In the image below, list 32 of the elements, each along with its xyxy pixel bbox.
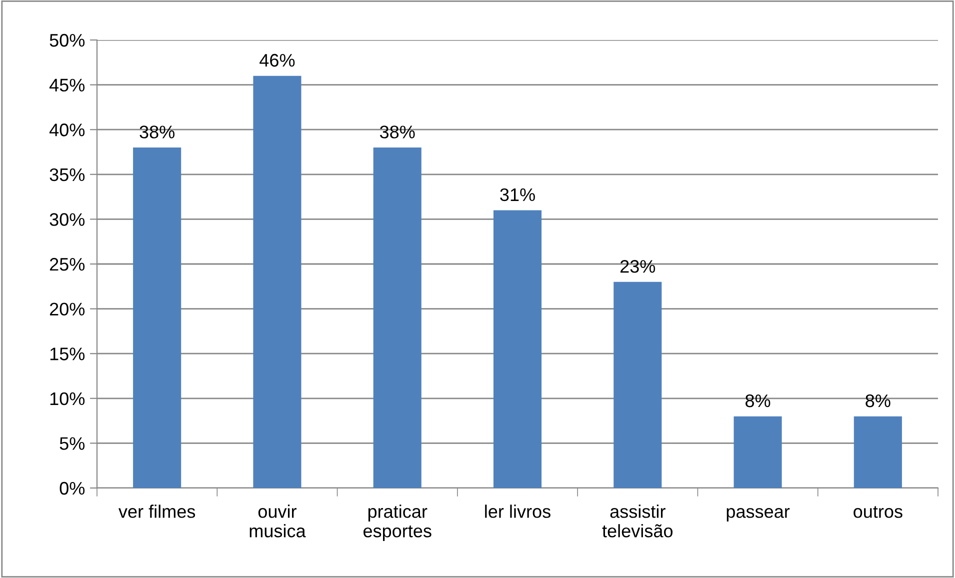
bar [373, 148, 422, 488]
x-tick-label: praticar esportes [364, 504, 432, 541]
y-tick-label: 40% [49, 124, 85, 136]
bar [854, 416, 902, 488]
x-tick-label: assistir televisão [602, 504, 673, 538]
x-tick-label: passear [726, 508, 790, 522]
data-label: 8% [866, 394, 890, 408]
x-tick-label: ler livros [485, 504, 550, 518]
data-label: 8% [746, 394, 770, 408]
data-label: 46% [260, 54, 295, 67]
x-tick-label: ouvir musica [250, 504, 306, 538]
y-tick-label: 50% [50, 34, 85, 47]
y-tick-label: 0% [60, 482, 85, 495]
x-tick-label: ver filmes [118, 504, 196, 518]
data-label: 31% [500, 188, 535, 202]
y-tick-label: 25% [50, 258, 85, 271]
data-label: 38% [380, 126, 415, 138]
y-tick-label: 35% [50, 168, 85, 182]
y-tick-label: 10% [50, 392, 85, 406]
data-label: 38% [140, 126, 174, 138]
bar [493, 210, 542, 488]
bar [734, 416, 782, 488]
data-label: 23% [620, 260, 656, 273]
y-tick-label: 45% [49, 78, 85, 92]
y-tick-label: 15% [50, 348, 85, 360]
y-tick-label: 30% [50, 213, 85, 226]
y-tick-label: 5% [60, 437, 85, 450]
bar [614, 282, 662, 488]
bar [253, 76, 302, 488]
x-tick-label: outros [854, 506, 902, 518]
y-tick-label: 20% [50, 302, 85, 316]
bar [133, 148, 182, 488]
